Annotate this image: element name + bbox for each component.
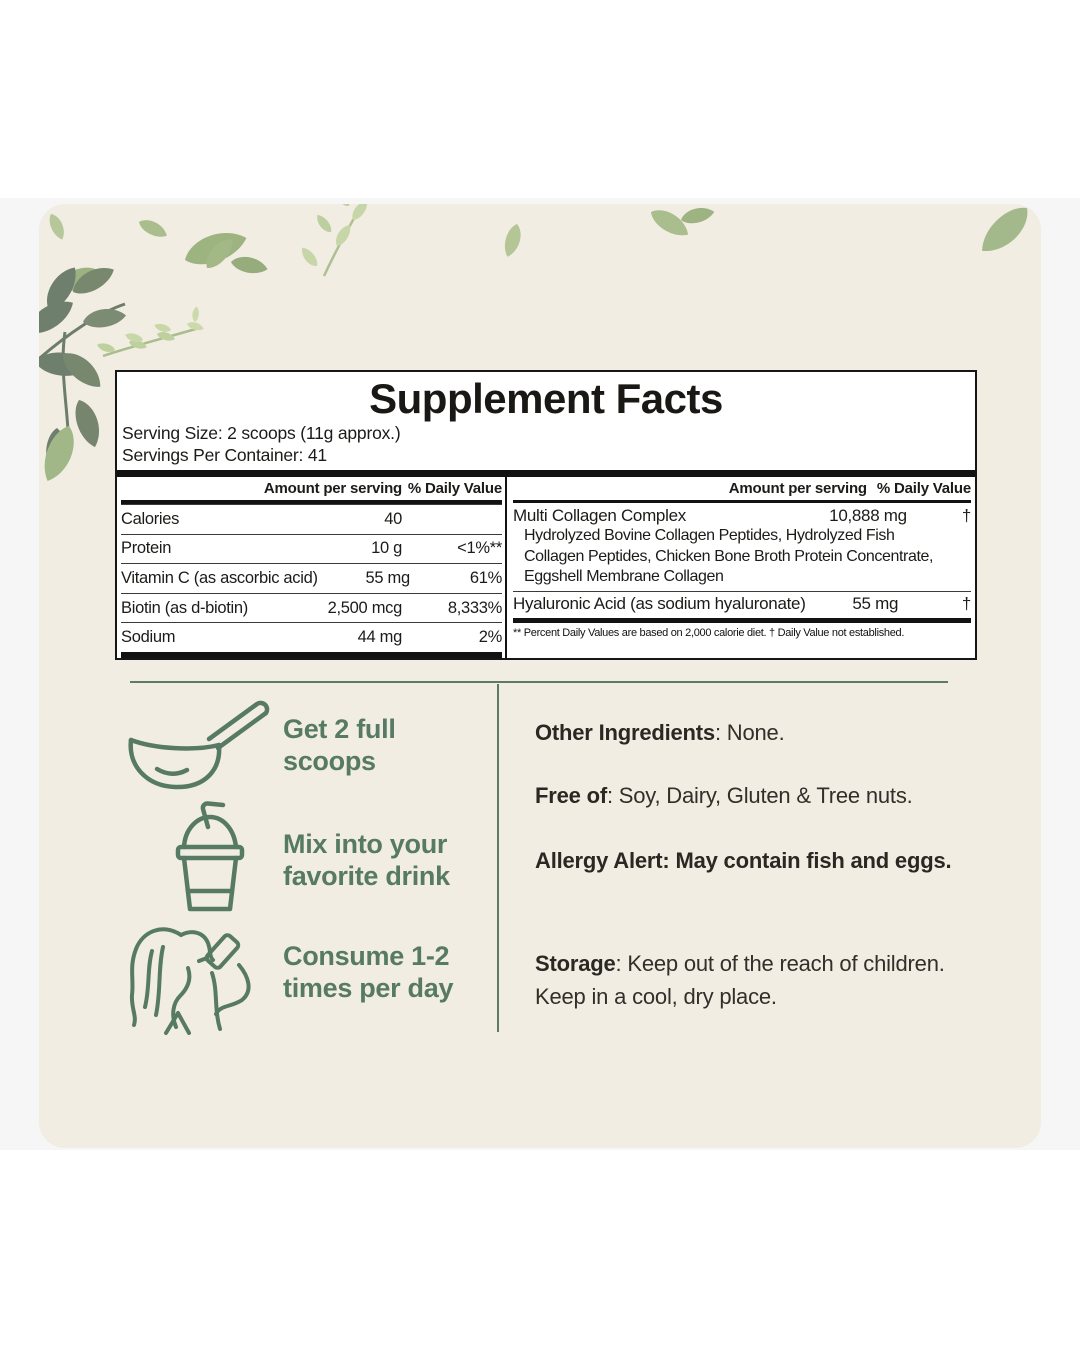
row-name: Vitamin C (as ascorbic acid) xyxy=(121,568,318,587)
instruction-get-scoops: Get 2 full scoops xyxy=(283,713,396,777)
info-label: Storage xyxy=(535,951,616,976)
horizontal-divider xyxy=(130,681,948,683)
thick-rule xyxy=(513,617,971,623)
supplement-facts-panel: Supplement Facts Serving Size: 2 scoops … xyxy=(115,370,977,660)
other-ingredients-text: Other Ingredients: None. xyxy=(535,716,959,749)
table-row: Calories 40 xyxy=(121,504,502,534)
table-row: Vitamin C (as ascorbic acid) 55 mg 61% xyxy=(121,563,502,593)
woman-drinking-icon xyxy=(129,927,251,1035)
row-name: Hyaluronic Acid (as sodium hyaluronate) xyxy=(513,593,806,613)
storage-text: Storage: Keep out of the reach of childr… xyxy=(535,947,959,1013)
row-name: Biotin (as d-biotin) xyxy=(121,598,248,617)
sub-ingredient-line: Eggshell Membrane Collagen xyxy=(524,568,724,585)
row-amount: 44 mg xyxy=(357,628,403,647)
table-row: Hyaluronic Acid (as sodium hyaluronate) … xyxy=(513,590,971,617)
header-daily-value: % Daily Value xyxy=(407,480,502,497)
row-name: Sodium xyxy=(121,628,176,647)
drink-cup-icon xyxy=(175,801,245,912)
product-info-card: Supplement Facts Serving Size: 2 scoops … xyxy=(39,204,1041,1148)
row-amount: 40 xyxy=(384,509,402,528)
row-amount: 55 mg xyxy=(365,568,410,587)
row-dv: 8,333% xyxy=(447,598,502,617)
scoop-icon xyxy=(128,700,270,790)
row-dv: 61% xyxy=(469,568,502,587)
row-amount: 10,888 mg xyxy=(829,506,907,525)
info-value: : Soy, Dairy, Gluten & Tree nuts. xyxy=(606,783,913,808)
table-row: Protein 10 g <1%** xyxy=(121,533,502,564)
row-dv: 2% xyxy=(478,628,503,647)
row-amount: 55 mg xyxy=(852,593,899,613)
facts-right-column: Amount per serving % Daily Value Multi C… xyxy=(507,477,975,658)
row-name: Multi Collagen Complex xyxy=(513,506,686,525)
facts-columns: Amount per serving % Daily Value Calorie… xyxy=(117,477,975,658)
instruction-line: Get 2 full xyxy=(283,714,396,744)
column-separator xyxy=(505,477,507,658)
row-dv: † xyxy=(961,506,971,525)
sub-ingredients: Hydrolyzed Bovine Collagen Peptides, Hyd… xyxy=(513,526,971,588)
left-table-header: Amount per serving % Daily Value xyxy=(121,477,502,504)
sub-ingredient-line: Hydrolyzed Bovine Collagen Peptides, Hyd… xyxy=(524,527,895,544)
instruction-line: Mix into your xyxy=(283,829,448,859)
header-amount: Amount per serving xyxy=(728,480,867,497)
sub-ingredient-line: Collagen Peptides, Chicken Bone Broth Pr… xyxy=(524,547,934,565)
row-name: Calories xyxy=(121,509,180,528)
row-amount: 10 g xyxy=(371,539,402,558)
info-value: : None. xyxy=(714,720,785,745)
info-value: : Keep out of the reach of children. Kee… xyxy=(535,951,945,1009)
instruction-consume: Consume 1-2 times per day xyxy=(283,940,453,1004)
serving-size: Serving Size: 2 scoops (11g approx.) xyxy=(122,423,401,443)
info-label: Other Ingredients xyxy=(535,720,715,745)
table-row: Biotin (as d-biotin) 2,500 mcg 8,333% xyxy=(121,592,502,623)
right-table-header: Amount per serving % Daily Value xyxy=(513,477,971,503)
panel-title: Supplement Facts xyxy=(369,375,723,422)
row-name: Protein xyxy=(121,539,172,558)
table-row: Multi Collagen Complex 10,888 mg † xyxy=(513,506,971,526)
instruction-line: favorite drink xyxy=(283,861,450,891)
thick-rule xyxy=(117,470,975,477)
info-label: Allergy Alert: May contain fish and eggs… xyxy=(535,848,952,873)
header-amount: Amount per serving xyxy=(263,480,402,497)
instruction-line: scoops xyxy=(283,746,376,776)
free-of-text: Free of: Soy, Dairy, Gluten & Tree nuts. xyxy=(535,779,959,812)
row-dv: <1%** xyxy=(457,539,502,558)
daily-value-footnote: ** Percent Daily Values are based on 2,0… xyxy=(513,626,905,639)
instruction-line: Consume 1-2 xyxy=(283,941,450,971)
row-dv: † xyxy=(961,593,971,613)
instruction-mix-drink: Mix into your favorite drink xyxy=(283,828,450,892)
table-row: Sodium 44 mg 2% xyxy=(121,622,502,652)
vertical-divider xyxy=(497,684,499,1032)
header-daily-value: % Daily Value xyxy=(876,480,971,497)
thick-rule xyxy=(121,651,502,658)
instruction-line: times per day xyxy=(283,973,454,1003)
allergy-alert-text: Allergy Alert: May contain fish and eggs… xyxy=(535,844,959,877)
row-amount: 2,500 mcg xyxy=(327,598,403,617)
info-label: Free of xyxy=(535,783,607,808)
servings-per-container: Servings Per Container: 41 xyxy=(122,444,327,465)
facts-left-column: Amount per serving % Daily Value Calorie… xyxy=(117,477,505,658)
